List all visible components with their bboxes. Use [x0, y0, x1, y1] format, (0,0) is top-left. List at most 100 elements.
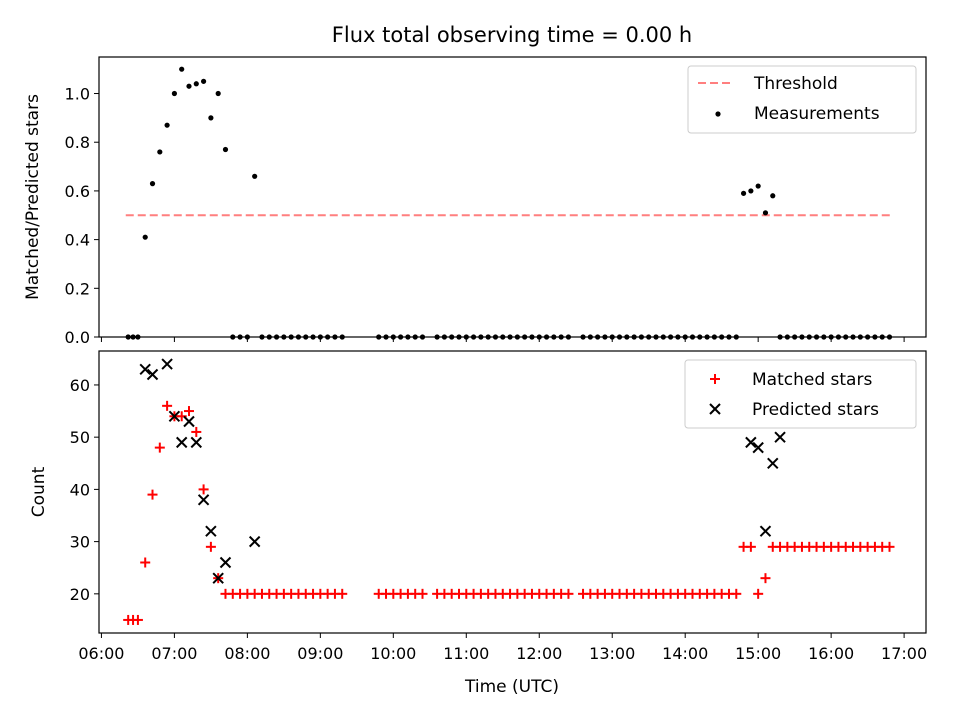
measurement-point: [828, 334, 834, 340]
measurement-point: [419, 334, 426, 340]
measurement-point: [281, 334, 287, 340]
measurement-point: [638, 334, 645, 340]
measurement-point: [879, 334, 885, 340]
measurement-point: [689, 334, 696, 340]
measurement-point: [719, 334, 725, 340]
measurement-point: [551, 334, 557, 340]
y-tick-label: 0.6: [65, 182, 90, 201]
x-tick-label: 07:00: [151, 644, 197, 663]
cross-stroke: [759, 525, 772, 537]
measurement-point: [704, 334, 710, 340]
predicted-star-point: [752, 441, 764, 454]
cross-stroke: [212, 572, 224, 584]
y-tick-label: 0.0: [65, 328, 90, 347]
measurement-point: [835, 334, 842, 340]
measurement-point: [310, 334, 316, 340]
measurement-point: [193, 81, 199, 87]
measurement-point: [456, 334, 462, 340]
measurement-point: [222, 146, 229, 153]
predicted-star-point: [219, 556, 232, 569]
measurement-point: [792, 334, 798, 340]
legend-box: [684, 359, 917, 429]
cross-stroke: [175, 436, 188, 449]
measurement-point: [405, 334, 411, 340]
y-tick-label: 60: [70, 376, 90, 395]
legend-measurements-label: Measurements: [754, 104, 880, 124]
measurement-point: [886, 334, 893, 340]
measurement-point: [470, 334, 477, 340]
measurement-point: [273, 334, 280, 340]
measurement-point: [529, 334, 535, 340]
measurement-point: [376, 334, 382, 340]
measurement-point: [492, 334, 499, 340]
legend-predicted-swatch: [709, 403, 721, 415]
cross-stroke: [139, 363, 151, 375]
measurement-point: [558, 334, 564, 340]
measurement-point: [813, 334, 820, 340]
predicted-star-point: [190, 436, 203, 449]
measurement-point: [616, 334, 623, 340]
measurement-point: [449, 334, 455, 340]
y-axis-label: Count: [29, 466, 49, 517]
matched-star-point: [753, 588, 764, 599]
measurement-point: [660, 334, 666, 340]
predicted-star-point: [161, 358, 173, 370]
matched-star-point: [198, 484, 209, 495]
cross-stroke: [219, 556, 232, 569]
matched-star-point: [337, 588, 348, 599]
measurement-point: [784, 334, 790, 340]
matched-star-point: [132, 614, 143, 625]
measurement-point: [463, 334, 469, 340]
measurement-point: [230, 334, 236, 340]
matched-star-point: [162, 400, 173, 411]
predicted-star-point: [759, 525, 772, 537]
measurement-point: [770, 193, 776, 199]
predicted-star-point: [139, 363, 151, 375]
measurement-point: [595, 334, 601, 340]
measurement-point: [522, 334, 528, 340]
measurement-point: [186, 83, 192, 89]
measurement-point: [266, 334, 272, 340]
predicted-star-point: [774, 431, 786, 443]
measurement-point: [762, 210, 769, 216]
y-tick-label: 0.4: [65, 231, 90, 250]
x-tick-label: 06:00: [78, 644, 124, 663]
x-tick-label: 13:00: [589, 644, 635, 663]
measurement-point: [748, 188, 754, 194]
measurement-point: [303, 334, 309, 340]
matched-star-point: [191, 426, 202, 437]
measurement-point: [711, 334, 717, 340]
measurement-point: [799, 334, 805, 340]
matched-star-point: [745, 541, 756, 552]
predicted-star-point: [175, 436, 188, 449]
cross-stroke: [146, 368, 159, 381]
measurement-point: [500, 334, 506, 340]
measurement-point: [631, 334, 637, 340]
measurement-point: [295, 334, 302, 340]
cross-stroke: [205, 525, 217, 537]
cross-stroke: [190, 436, 203, 449]
matched-star-point: [417, 588, 428, 599]
predicted-star-point: [168, 410, 181, 422]
measurement-point: [332, 334, 338, 340]
cross-stroke: [745, 436, 757, 449]
matched-star-point: [563, 588, 574, 599]
x-tick-label: 14:00: [662, 644, 708, 663]
predicted-star-point: [197, 494, 210, 506]
measurement-point: [383, 334, 389, 340]
predicted-star-point: [248, 535, 261, 548]
measurement-point: [149, 181, 156, 187]
measurement-point: [200, 78, 207, 84]
legend-box: [687, 65, 917, 134]
cross-stroke: [183, 415, 195, 428]
matched-star-point: [147, 489, 158, 500]
measurement-point: [602, 334, 608, 340]
measurement-point: [624, 334, 630, 340]
measurement-point: [171, 90, 178, 97]
measurement-point: [675, 334, 681, 340]
measurement-point: [237, 334, 243, 340]
predicted-star-point: [146, 368, 159, 381]
measurement-point: [485, 334, 491, 340]
measurement-point: [726, 334, 732, 340]
